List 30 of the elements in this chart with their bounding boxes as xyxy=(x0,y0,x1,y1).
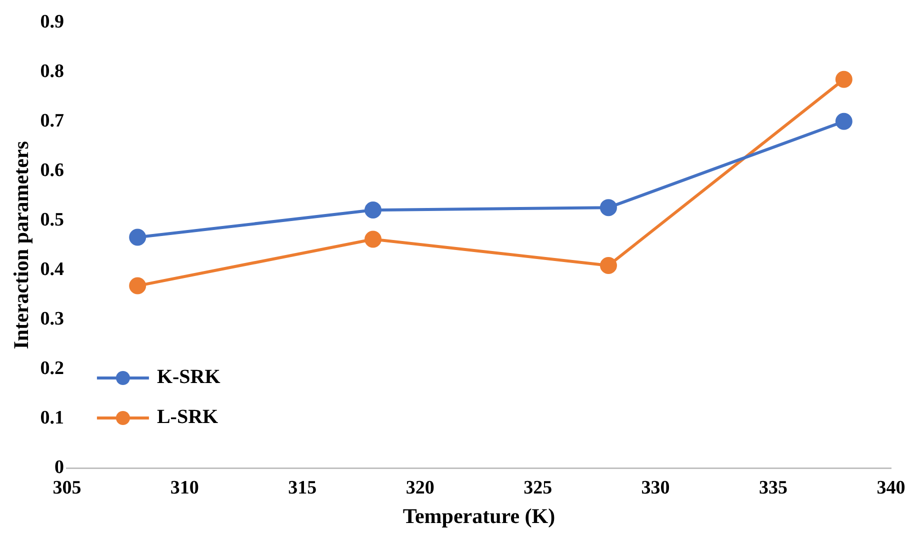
y-tick-label: 0.4 xyxy=(40,258,64,280)
point xyxy=(364,202,382,219)
y-tick-label: 0.1 xyxy=(40,407,64,428)
x-tick-label: 320 xyxy=(406,477,434,498)
point xyxy=(129,228,146,246)
point xyxy=(600,257,617,274)
point xyxy=(835,112,852,130)
y-tick-label: 0.8 xyxy=(40,60,64,82)
x-tick-label: 310 xyxy=(170,477,199,498)
x-tick-label: 340 xyxy=(876,477,906,498)
legend-label: K-SRK xyxy=(156,366,221,388)
point xyxy=(364,230,382,248)
x-tick-label: 325 xyxy=(524,477,552,498)
y-tick-label: 0.2 xyxy=(40,358,64,379)
x-tick-label: 330 xyxy=(641,477,670,498)
x-tick-label: 305 xyxy=(52,477,82,498)
point xyxy=(600,199,617,216)
y-axis-title: Interaction parameters xyxy=(9,141,34,350)
y-tick-label: 0 xyxy=(54,456,64,478)
x-tick-label: 335 xyxy=(759,477,788,498)
x-axis-title: Temperature (K) xyxy=(402,504,556,528)
y-tick-label: 0.7 xyxy=(40,110,64,132)
y-tick-label: 0.6 xyxy=(40,160,64,181)
y-tick-label: 0.9 xyxy=(40,11,64,32)
y-tick-label: 0.5 xyxy=(40,209,64,230)
x-tick-label: 315 xyxy=(288,477,317,498)
point xyxy=(129,277,146,294)
legend-label: L-SRK xyxy=(156,406,219,428)
y-tick-label: 0.3 xyxy=(40,308,64,330)
point xyxy=(835,70,852,88)
